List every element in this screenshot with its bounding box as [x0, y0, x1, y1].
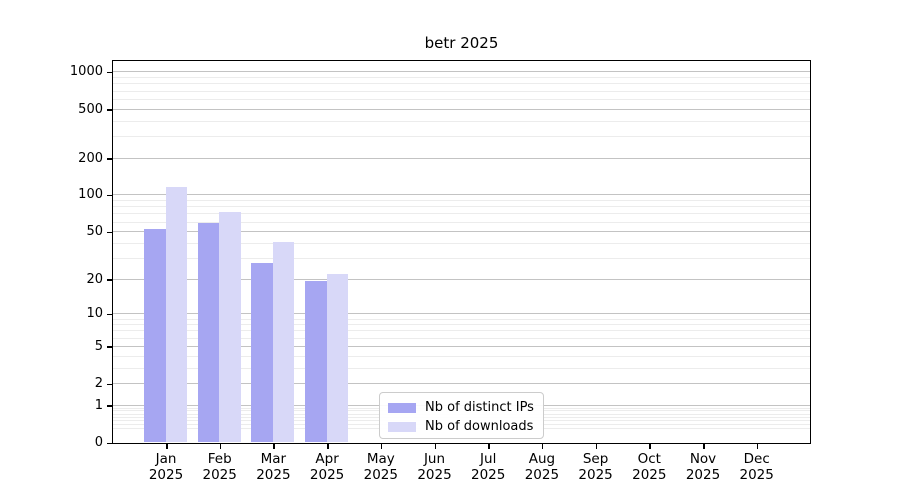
legend-label-downloads: Nb of downloads	[425, 419, 534, 434]
x-tick-label-aug: Aug 2025	[524, 451, 560, 483]
x-tick-may	[380, 444, 383, 449]
bar-downloads-feb	[219, 211, 241, 442]
minor-gridline	[113, 367, 810, 369]
bar-downloads-mar	[272, 241, 295, 442]
x-tick-label-feb: Feb 2025	[202, 451, 237, 483]
x-tick-feb	[219, 444, 222, 449]
minor-gridline	[113, 200, 810, 202]
minor-gridline	[113, 135, 810, 137]
y-tick-100	[107, 194, 112, 197]
y-tick-label-500: 500	[78, 101, 103, 117]
y-tick-label-20: 20	[86, 271, 103, 287]
x-tick-label-jul: Jul 2025	[471, 451, 506, 483]
y-tick-1000	[107, 71, 112, 74]
legend: Nb of distinct IPs Nb of downloads	[379, 392, 544, 439]
major-gridline-10	[113, 313, 810, 315]
x-tick-label-jan: Jan 2025	[148, 451, 184, 483]
y-tick-0	[107, 442, 112, 444]
minor-gridline	[113, 257, 810, 259]
legend-swatch-downloads	[388, 421, 416, 432]
minor-gridline	[113, 120, 810, 122]
y-tick-label-5: 5	[94, 338, 103, 354]
x-tick-label-apr: Apr 2025	[309, 451, 345, 483]
y-tick-label-200: 200	[78, 150, 103, 166]
x-tick-label-nov: Nov 2025	[685, 451, 721, 483]
major-gridline-50	[113, 231, 810, 233]
y-tick-label-1000: 1000	[69, 64, 103, 80]
minor-gridline	[113, 206, 810, 208]
y-tick-1	[107, 405, 112, 407]
bar-downloads-apr	[326, 273, 349, 442]
major-gridline-500	[113, 108, 810, 110]
y-tick-10	[107, 313, 112, 316]
bar-downloads-jan	[165, 187, 187, 442]
minor-gridline	[113, 221, 810, 223]
y-tick-label-50: 50	[86, 224, 103, 240]
x-tick-label-jun: Jun 2025	[417, 451, 452, 483]
major-gridline-1000	[113, 71, 810, 73]
bar-distinct-ips-feb	[197, 223, 220, 442]
y-tick-label-10: 10	[86, 306, 103, 322]
y-tick-50	[107, 231, 112, 234]
x-tick-jun	[434, 444, 436, 449]
y-tick-label-100: 100	[78, 187, 103, 203]
y-tick-5	[107, 346, 112, 348]
major-gridline-20	[113, 278, 810, 280]
x-tick-label-sep: Sep 2025	[578, 451, 613, 483]
minor-gridline	[113, 213, 810, 215]
x-tick-dec	[756, 444, 759, 449]
legend-label-distinct-ips: Nb of distinct IPs	[425, 400, 534, 415]
x-tick-aug	[541, 444, 544, 449]
x-tick-jul	[488, 444, 490, 449]
x-tick-mar	[273, 444, 275, 449]
minor-gridline	[113, 330, 810, 332]
y-tick-label-2: 2	[94, 376, 103, 392]
minor-gridline	[113, 337, 810, 339]
major-gridline-100	[113, 194, 810, 196]
x-tick-apr	[327, 444, 329, 449]
chart-title: betr 2025	[424, 34, 499, 52]
x-tick-sep	[595, 444, 598, 449]
minor-gridline	[113, 83, 810, 85]
x-tick-label-oct: Oct 2025	[632, 451, 667, 483]
y-tick-2	[107, 383, 112, 386]
major-gridline-2	[113, 383, 810, 385]
x-tick-label-may: May 2025	[363, 451, 398, 483]
y-tick-200	[107, 158, 112, 160]
x-tick-oct	[649, 444, 651, 449]
legend-entry-distinct-ips: Nb of distinct IPs	[388, 399, 535, 416]
bar-distinct-ips-apr	[305, 281, 327, 442]
x-tick-label-mar: Mar 2025	[256, 451, 291, 483]
legend-entry-downloads: Nb of downloads	[388, 418, 535, 435]
major-gridline-5	[113, 345, 810, 347]
plot-area	[112, 60, 811, 444]
minor-gridline	[113, 242, 810, 244]
minor-gridline	[113, 90, 810, 92]
y-tick-20	[107, 279, 112, 281]
minor-gridline	[113, 98, 810, 100]
bar-distinct-ips-mar	[251, 263, 273, 442]
legend-swatch-distinct-ips	[388, 402, 416, 413]
y-tick-label-0: 0	[94, 435, 103, 450]
minor-gridline	[113, 355, 810, 357]
minor-gridline	[113, 324, 810, 326]
minor-gridline	[113, 318, 810, 320]
bar-distinct-ips-jan	[144, 229, 166, 442]
x-tick-label-dec: Dec 2025	[739, 451, 774, 483]
x-tick-nov	[703, 444, 705, 449]
y-tick-500	[107, 109, 112, 111]
x-tick-jan	[166, 444, 168, 449]
plot-inner	[113, 61, 810, 443]
y-tick-label-1: 1	[94, 397, 103, 413]
major-gridline-200	[113, 157, 810, 159]
minor-gridline	[113, 77, 810, 79]
